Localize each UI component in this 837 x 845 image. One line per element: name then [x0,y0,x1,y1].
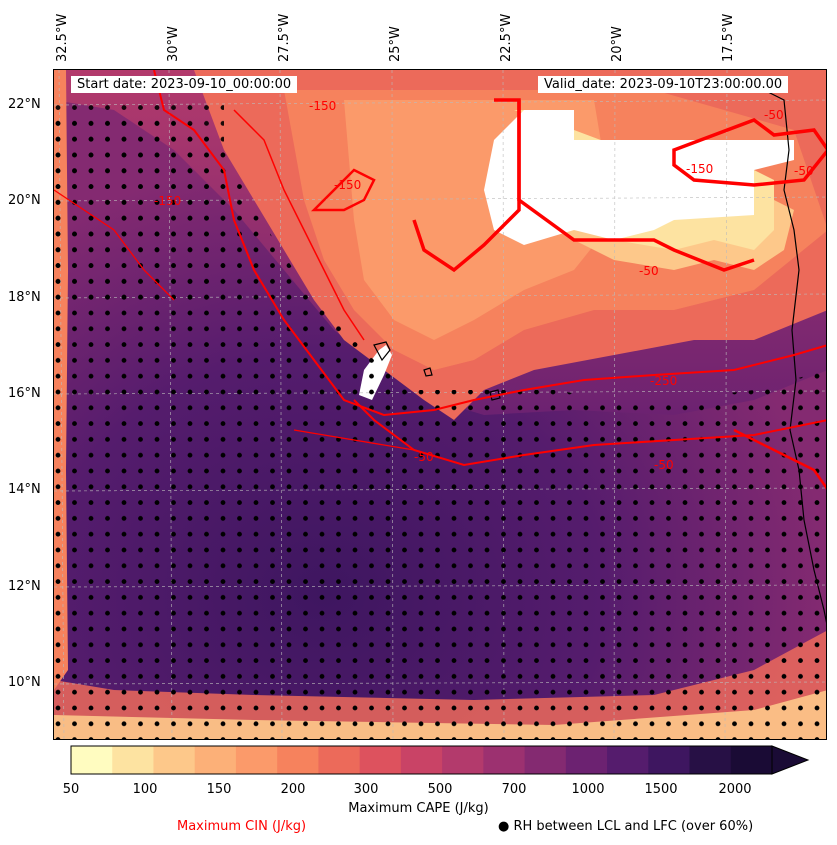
colorbar-cell [400,746,443,774]
colorbar-label: Maximum CAPE (J/kg) [348,801,489,816]
lat-tick-label: 16°N [8,386,41,401]
colorbar-tick-label: 300 [353,782,379,797]
lat-tick-label: 12°N [8,579,41,594]
colorbar-cell [483,746,526,774]
rh-legend-label: ● RH between LCL and LFC (over 60%) [498,819,753,834]
lon-tick-label: 27.5°W [277,13,292,62]
colorbar-tick-label: 1500 [644,782,678,797]
lat-tick-label: 22°N [8,97,41,112]
cin-legend-label: Maximum CIN (J/kg) [177,819,306,834]
lon-tick-label: 30°W [166,26,181,62]
lat-tick-label: 10°N [8,675,41,690]
cin-contour-label: -50 [639,264,659,278]
cin-contour-label: -150 [334,178,362,192]
colorbar-extend-arrow [771,745,810,775]
colorbar-cell [71,746,113,774]
colorbar-cell [235,746,278,774]
colorbar-cell [442,746,484,774]
rh-legend-symbol: ● [498,819,510,834]
colorbar-cell [607,746,649,774]
colorbar-tick-label: 700 [501,782,527,797]
lat-tick-label: 20°N [8,193,41,208]
cape-field-svg [54,70,826,739]
cin-contour-label: -150 [154,194,182,208]
colorbar-tick-label: 200 [280,782,306,797]
lon-tick-label: 22.5°W [499,13,514,62]
colorbar-tick-label: 500 [427,782,453,797]
lon-tick-label: 20°W [610,26,625,62]
colorbar-cell [689,746,732,774]
cin-contours [54,70,826,490]
cape-map-panel: -150 -150 -50 -250 -50 -50 -150 -50 -50 … [53,69,827,740]
colorbar-tick-label: 50 [62,782,80,797]
colorbar-cells [71,746,773,774]
colorbar-cell [730,746,773,774]
colorbar-tick-label: 150 [206,782,232,797]
start-date-box: Start date: 2023-09-10_00:00:00 [71,76,298,93]
cin-contour-label: -50 [764,108,784,122]
rh-legend-text: RH between LCL and LFC (over 60%) [513,819,754,834]
cin-contour-label: -50 [654,458,674,472]
colorbar-cell [359,746,402,774]
cin-contour-label: -250 [650,374,678,388]
cin-contour-label: -50 [414,450,434,464]
rh-stipple-dots-northwest [54,100,224,300]
cin-legend-text: Maximum CIN (J/kg) [177,819,307,834]
colorbar-outline [70,745,773,775]
colorbar-cell [194,746,237,774]
cin-contour-label: -50 [794,164,814,178]
lon-tick-label: 17.5°W [721,13,736,62]
valid-date-box: Valid_date: 2023-09-10T23:00:00.00 [538,76,789,93]
lat-tick-label: 14°N [8,482,41,497]
colorbar-cell [277,746,319,774]
lon-tick-label: 25°W [388,26,403,62]
colorbar-cell [153,746,196,774]
colorbar-cell [112,746,154,774]
cin-contour-label: -150 [686,162,714,176]
colorbar-tick-label: 1000 [571,782,605,797]
cape-null-region [484,110,794,245]
colorbar-cell [318,746,361,774]
colorbar-cell [648,746,691,774]
cape-colorbar [70,745,810,775]
colorbar-tick-label: 2000 [718,782,752,797]
colorbar-tick-label: 100 [132,782,158,797]
colorbar-cell [565,746,608,774]
cape-verde-island [373,341,391,362]
cin-contour-label: -150 [309,99,337,113]
cape-verde-island [423,367,433,377]
colorbar-cell [524,746,567,774]
lon-tick-label: 32.5°W [55,13,70,62]
lat-tick-label: 18°N [8,290,41,305]
